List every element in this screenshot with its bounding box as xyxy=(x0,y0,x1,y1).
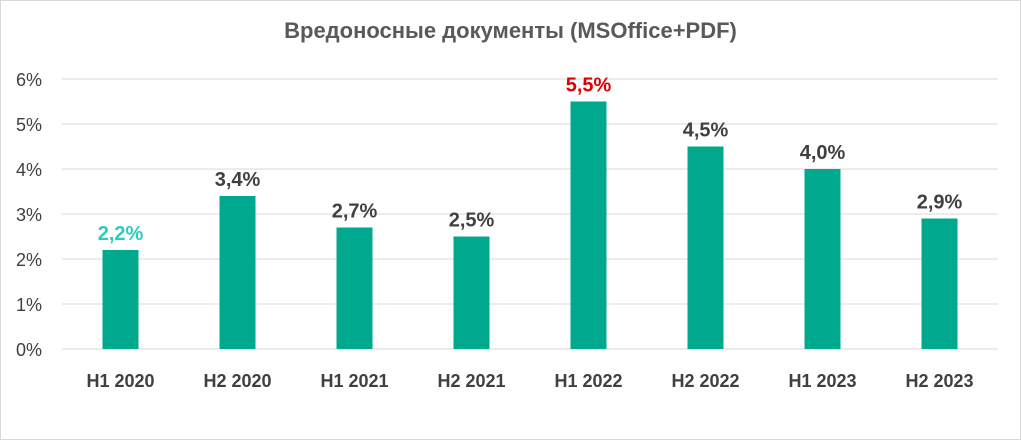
x-tick-label: H2 2020 xyxy=(203,371,271,391)
data-label: 4,0% xyxy=(800,142,846,164)
x-tick-label: H2 2023 xyxy=(905,371,973,391)
bar xyxy=(921,218,958,349)
data-label: 2,9% xyxy=(917,192,963,214)
y-tick-label: 6% xyxy=(16,70,42,90)
y-tick-label: 0% xyxy=(16,340,42,360)
bar xyxy=(219,196,256,349)
data-label: 2,5% xyxy=(449,210,495,232)
y-tick-label: 2% xyxy=(16,250,42,270)
bar xyxy=(102,250,139,349)
x-tick-label: H2 2022 xyxy=(671,371,739,391)
x-tick-label: H2 2021 xyxy=(437,371,505,391)
y-axis-ticks: 0% 1% 2% 3% 4% 5% 6% xyxy=(16,70,42,360)
gridlines xyxy=(62,78,998,350)
y-tick-label: 4% xyxy=(16,160,42,180)
data-label: 5,5% xyxy=(566,75,612,97)
data-labels: 2,2% 3,4% 2,7% 2,5% 5,5% 4,5% 4,0% 2,9% xyxy=(98,75,963,246)
data-label: 4,5% xyxy=(683,120,729,142)
bar xyxy=(336,227,373,349)
bar xyxy=(804,169,841,349)
y-tick-label: 5% xyxy=(16,115,42,135)
y-tick-label: 3% xyxy=(16,205,42,225)
bars xyxy=(102,101,958,349)
data-label: 2,2% xyxy=(98,223,144,245)
x-axis-ticks: H1 2020 H2 2020 H1 2021 H2 2021 H1 2022 H2 20… xyxy=(86,371,973,391)
x-tick-label: H1 2022 xyxy=(554,371,622,391)
x-tick-label: H1 2023 xyxy=(788,371,856,391)
x-tick-label: H1 2021 xyxy=(320,371,388,391)
bar xyxy=(570,101,607,349)
data-label: 2,7% xyxy=(332,201,378,223)
data-label: 3,4% xyxy=(215,169,261,191)
x-tick-label: H1 2020 xyxy=(86,371,154,391)
bar xyxy=(453,236,490,349)
chart-title: Вредоносные документы (MSOffice+PDF) xyxy=(284,18,737,43)
bar xyxy=(687,146,724,349)
y-tick-label: 1% xyxy=(16,295,42,315)
